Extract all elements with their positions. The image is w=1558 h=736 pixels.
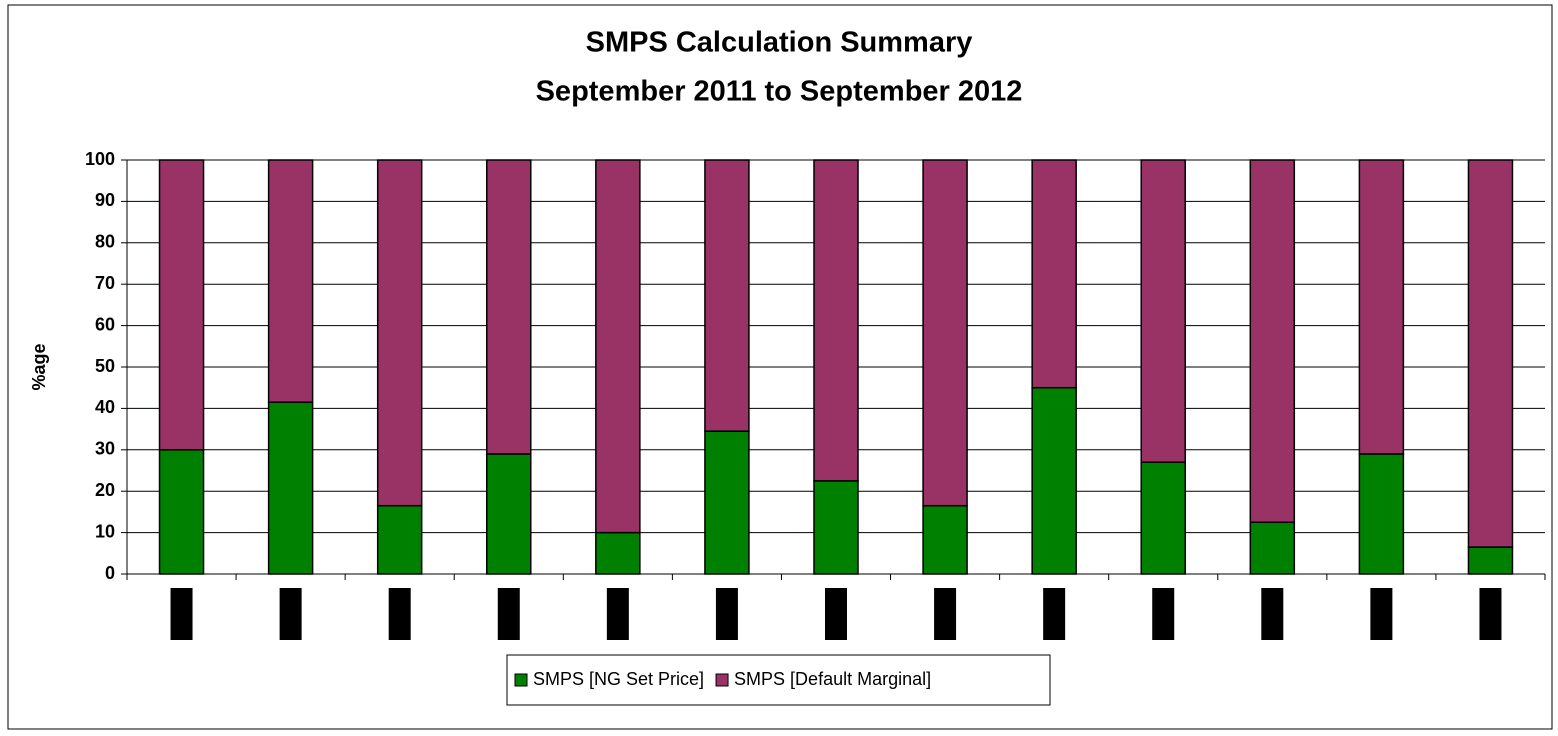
redacted-label bbox=[934, 588, 957, 640]
y-tick-label: 50 bbox=[95, 356, 115, 376]
y-axis-label: %age bbox=[29, 343, 49, 390]
bar-segment bbox=[376, 159, 423, 507]
redacted-label bbox=[1152, 588, 1175, 640]
bar-segment bbox=[267, 159, 314, 403]
bar-segment bbox=[376, 504, 423, 575]
y-tick-label: 10 bbox=[95, 521, 115, 541]
bar-segment bbox=[158, 159, 205, 451]
bar-segment bbox=[1467, 159, 1514, 548]
chart-subtitle: September 2011 to September 2012 bbox=[536, 76, 1023, 108]
y-tick-label: 20 bbox=[95, 480, 115, 500]
redacted-label bbox=[388, 588, 411, 640]
bar-segment bbox=[1031, 159, 1077, 389]
redacted-label bbox=[279, 588, 302, 640]
redacted-label bbox=[170, 588, 193, 640]
chart-title: SMPS Calculation Summary bbox=[586, 27, 973, 59]
redacted-label bbox=[606, 588, 629, 640]
y-tick-label: 100 bbox=[85, 149, 115, 169]
bar-segment bbox=[922, 504, 968, 575]
bar-segment bbox=[704, 430, 750, 575]
legend-label: SMPS [NG Set Price] bbox=[533, 669, 704, 689]
redacted-label bbox=[825, 588, 847, 640]
y-tick-label: 0 bbox=[105, 563, 115, 583]
y-tick-label: 30 bbox=[95, 439, 115, 459]
bar-segment bbox=[1467, 546, 1514, 575]
y-tick-label: 80 bbox=[95, 232, 115, 252]
bar-segment bbox=[813, 480, 859, 575]
legend-swatch bbox=[514, 673, 528, 687]
bar-segment bbox=[704, 159, 750, 432]
bar-segment bbox=[1140, 159, 1186, 463]
bar-segment bbox=[267, 401, 314, 575]
bar-segment bbox=[158, 449, 205, 575]
legend-label: SMPS [Default Marginal] bbox=[734, 669, 931, 689]
bar-segment bbox=[1249, 159, 1296, 523]
redacted-label bbox=[1261, 588, 1284, 640]
legend-swatch bbox=[715, 673, 729, 687]
bar-segment bbox=[813, 159, 859, 482]
bar-segment bbox=[486, 453, 532, 575]
bar-segment bbox=[1358, 453, 1405, 575]
y-tick-label: 90 bbox=[95, 190, 115, 210]
redacted-label bbox=[1370, 588, 1393, 640]
bar-segment bbox=[486, 159, 532, 455]
redacted-label bbox=[715, 588, 738, 640]
legend-box bbox=[506, 654, 1051, 706]
redacted-label bbox=[497, 588, 520, 640]
y-tick-label: 40 bbox=[95, 397, 115, 417]
redacted-label bbox=[1479, 588, 1502, 640]
bar-segment bbox=[1140, 461, 1186, 575]
bar-segment bbox=[595, 159, 641, 534]
y-tick-label: 70 bbox=[95, 273, 115, 293]
bar-segment bbox=[1031, 386, 1077, 575]
bar-segment bbox=[922, 159, 968, 507]
bar-segment bbox=[1358, 159, 1405, 455]
y-tick-label: 60 bbox=[95, 314, 115, 334]
bar-segment bbox=[595, 531, 641, 575]
bar-segment bbox=[1249, 521, 1296, 575]
redacted-label bbox=[1043, 588, 1066, 640]
